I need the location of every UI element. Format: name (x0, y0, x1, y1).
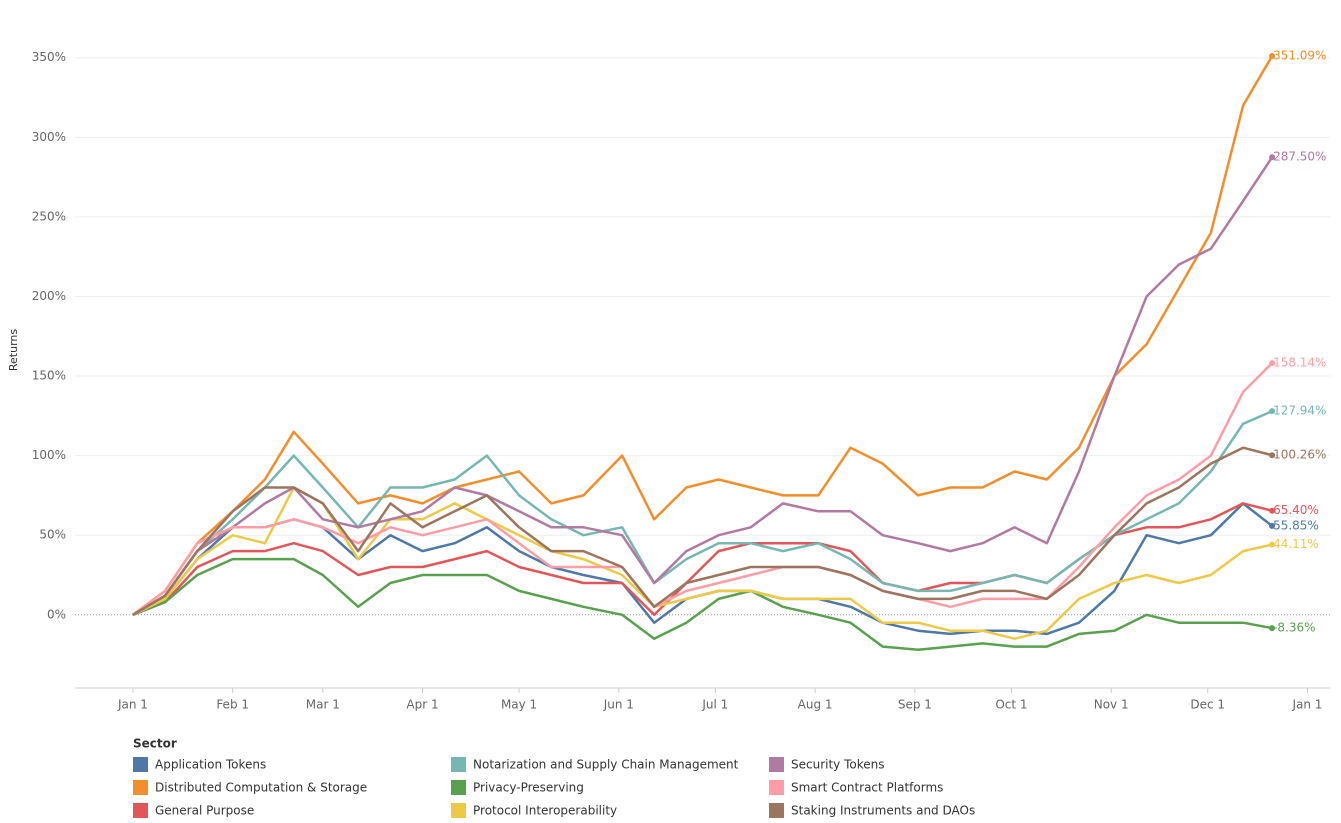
legend-swatch (451, 757, 466, 772)
legend-swatch (133, 780, 148, 795)
end-label: 127.94% (1273, 404, 1326, 418)
legend-label: Distributed Computation & Storage (155, 781, 367, 795)
end-point (1269, 360, 1276, 367)
end-label: -8.36% (1273, 621, 1315, 635)
end-point (1269, 53, 1276, 60)
x-tick-label: Jan 1 (1291, 698, 1322, 712)
legend-swatch (769, 757, 784, 772)
end-label: 351.09% (1273, 49, 1326, 63)
x-tick-label: May 1 (501, 698, 537, 712)
x-tick-label: Oct 1 (995, 698, 1027, 712)
end-point (1269, 452, 1276, 459)
x-tick-label: Aug 1 (798, 698, 833, 712)
x-tick-label: Dec 1 (1190, 698, 1225, 712)
legend-label: Notarization and Supply Chain Management (473, 758, 739, 772)
y-axis-label: Returns (7, 329, 20, 372)
legend-label: Security Tokens (791, 758, 885, 772)
legend-label: Privacy-Preserving (473, 781, 584, 795)
x-tick-label: Jan 1 (117, 698, 148, 712)
series-line (132, 362, 1273, 616)
series-line (132, 156, 1274, 616)
end-point (1269, 522, 1276, 529)
legend-swatch (769, 803, 784, 818)
legend-label: General Purpose (155, 804, 254, 818)
series-line (132, 486, 1273, 640)
series-line (132, 410, 1273, 616)
end-point (1269, 507, 1276, 514)
x-tick-label: Sep 1 (898, 698, 932, 712)
x-tick-label: Jul 1 (701, 698, 728, 712)
series-line (132, 557, 1273, 652)
y-tick-label: 250% (32, 209, 66, 223)
legend-label: Staking Instruments and DAOs (791, 804, 975, 818)
legend-swatch (769, 780, 784, 795)
x-tick-label: Mar 1 (306, 698, 340, 712)
x-tick-label: Feb 1 (216, 698, 249, 712)
legend-swatch (451, 780, 466, 795)
end-label: 158.14% (1273, 356, 1326, 370)
y-tick-label: 50% (39, 528, 66, 542)
x-tick-label: Jun 1 (603, 698, 634, 712)
y-tick-label: 0% (47, 607, 66, 621)
y-tick-label: 300% (32, 130, 66, 144)
y-tick-label: 150% (32, 369, 66, 383)
legend-title: Sector (133, 737, 177, 751)
end-label: 55.85% (1273, 518, 1319, 532)
end-point (1269, 625, 1276, 632)
legend-label: Application Tokens (155, 758, 266, 772)
x-tick-label: Apr 1 (406, 698, 438, 712)
y-tick-label: 200% (32, 289, 66, 303)
end-point (1269, 408, 1276, 415)
series-line (132, 502, 1273, 617)
y-tick-label: 350% (32, 50, 66, 64)
legend-swatch (133, 803, 148, 818)
legend-label: Protocol Interoperability (473, 804, 617, 818)
legend-label: Smart Contract Platforms (791, 781, 943, 795)
series-line (132, 446, 1273, 616)
legend-swatch (133, 757, 148, 772)
end-point (1269, 154, 1276, 161)
series-line (132, 55, 1274, 616)
x-tick-label: Nov 1 (1094, 698, 1129, 712)
end-label: 287.50% (1273, 150, 1326, 164)
end-label: 100.26% (1273, 448, 1326, 462)
end-label: 44.11% (1273, 537, 1319, 551)
end-point (1269, 541, 1276, 548)
y-tick-label: 100% (32, 448, 66, 462)
legend-swatch (451, 803, 466, 818)
end-label: 65.40% (1273, 503, 1319, 517)
